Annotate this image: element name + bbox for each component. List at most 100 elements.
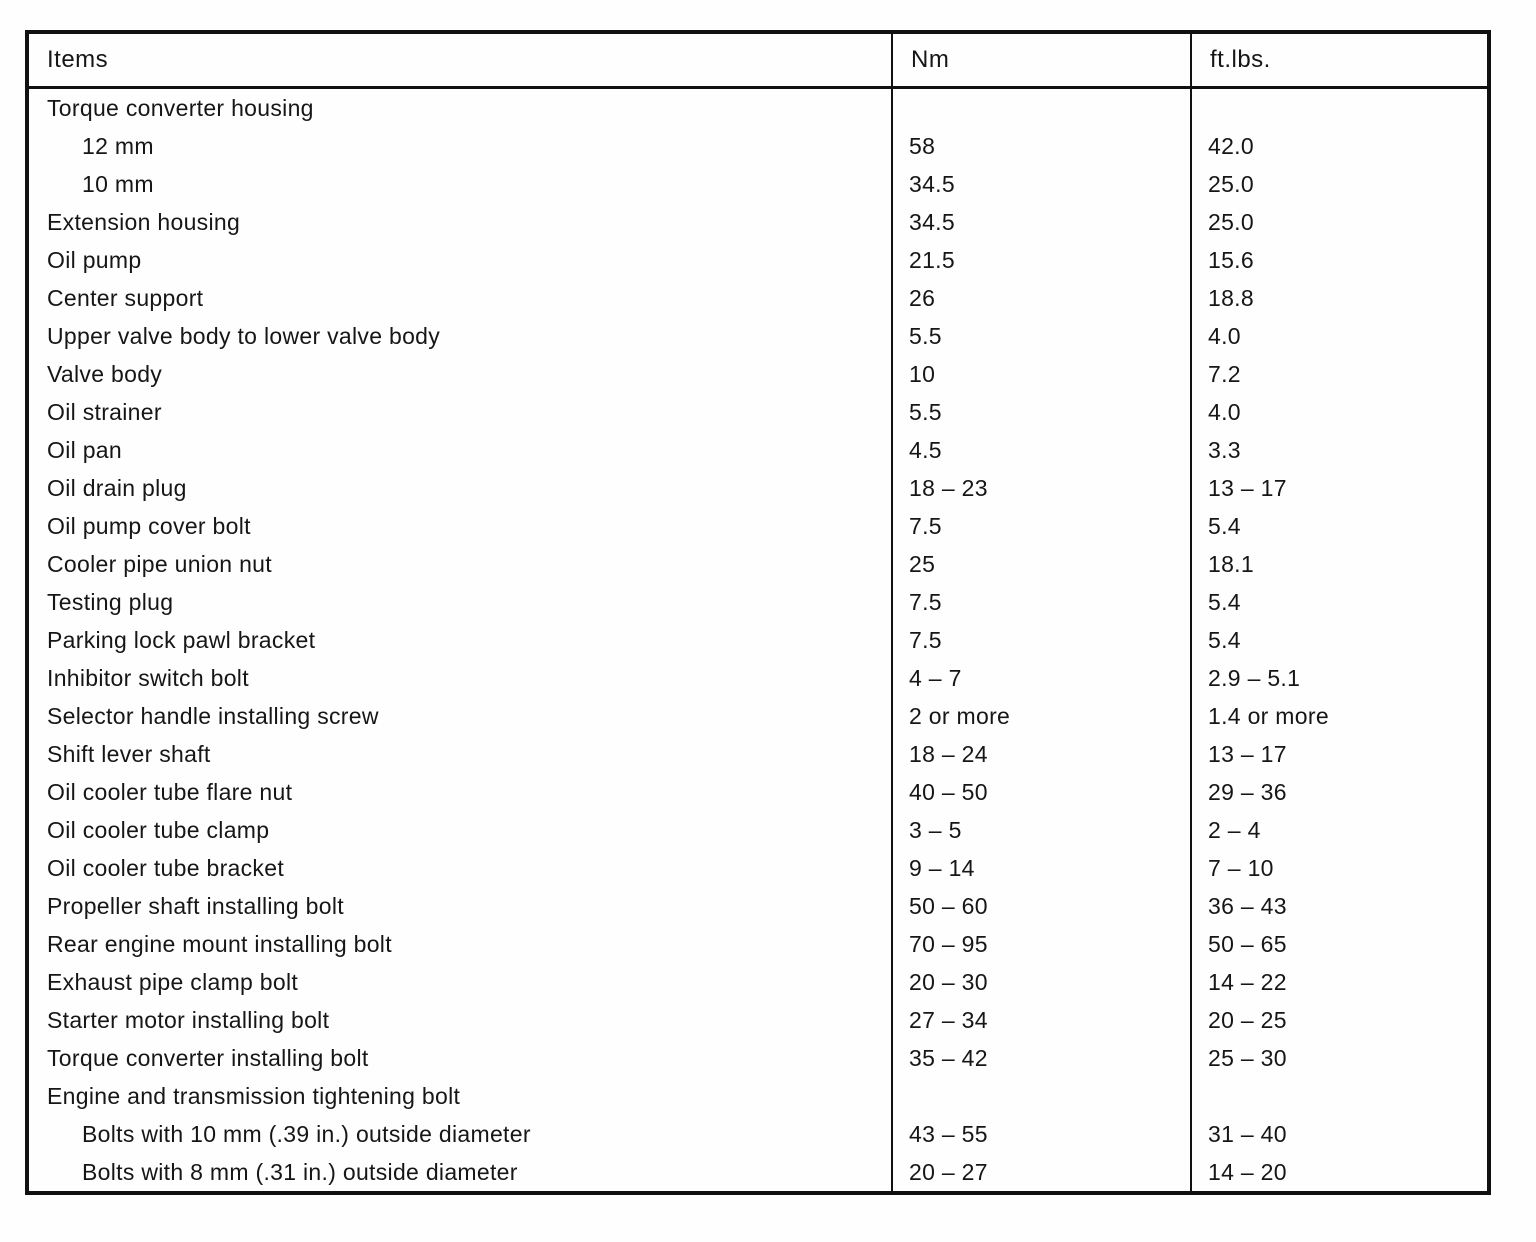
nm-cell: 26 [891, 279, 1191, 317]
item-cell: Oil pan [47, 436, 122, 463]
table-row: Parking lock pawl bracket 7.5 5.4 [27, 621, 1489, 659]
table-row: Inhibitor switch bolt 4 – 7 2.9 – 5.1 [27, 659, 1489, 697]
ftlbs-cell: 18.8 [1190, 279, 1489, 317]
ftlbs-cell: 18.1 [1190, 545, 1489, 583]
item-cell: Oil cooler tube clamp [47, 816, 270, 843]
nm-cell: 7.5 [891, 507, 1191, 545]
table-row: Oil pump 21.5 15.6 [27, 241, 1489, 279]
item-cell: Valve body [47, 360, 163, 387]
item-cell: Upper valve body to lower valve body [47, 322, 441, 349]
table-row: Exhaust pipe clamp bolt 20 – 30 14 – 22 [27, 963, 1489, 1001]
table-row: Oil drain plug 18 – 23 13 – 17 [27, 469, 1489, 507]
item-cell: Engine and transmission tightening bolt [47, 1082, 461, 1109]
ftlbs-cell: 4.0 [1190, 317, 1489, 355]
nm-cell: 7.5 [891, 583, 1191, 621]
nm-cell: 2 or more [891, 697, 1191, 735]
table-row: Center support 26 18.8 [27, 279, 1489, 317]
nm-cell [891, 87, 1191, 127]
nm-cell: 34.5 [891, 203, 1191, 241]
table-row: Torque converter installing bolt 35 – 42 2… [27, 1039, 1489, 1077]
nm-cell: 9 – 14 [891, 849, 1191, 887]
table-row: Oil cooler tube bracket 9 – 14 7 – 10 [27, 849, 1489, 887]
nm-cell: 7.5 [891, 621, 1191, 659]
torque-specifications-table: Items Nm ft.lbs. Torque converter housin… [25, 30, 1491, 1195]
ftlbs-cell: 4.0 [1190, 393, 1489, 431]
ftlbs-cell: 25.0 [1190, 165, 1489, 203]
nm-cell: 34.5 [891, 165, 1191, 203]
table-row: Shift lever shaft 18 – 24 13 – 17 [27, 735, 1489, 773]
ftlbs-cell: 29 – 36 [1190, 773, 1489, 811]
item-cell: Bolts with 10 mm (.39 in.) outside diame… [82, 1120, 531, 1147]
header-items: Items [27, 32, 892, 89]
ftlbs-cell: 50 – 65 [1190, 925, 1489, 963]
nm-cell: 4 – 7 [891, 659, 1191, 697]
item-cell: Exhaust pipe clamp bolt [47, 968, 299, 995]
ftlbs-cell: 20 – 25 [1190, 1001, 1489, 1039]
header-ftlbs: ft.lbs. [1190, 32, 1489, 89]
table-row: Valve body 10 7.2 [27, 355, 1489, 393]
nm-cell: 18 – 23 [891, 469, 1191, 507]
ftlbs-cell: 31 – 40 [1190, 1115, 1489, 1153]
nm-cell: 20 – 30 [891, 963, 1191, 1001]
table-row: Testing plug 7.5 5.4 [27, 583, 1489, 621]
item-cell: Testing plug [47, 588, 174, 615]
item-cell: 12 mm [82, 132, 154, 159]
table-header-row: Items Nm ft.lbs. [27, 32, 1489, 89]
table-body: Torque converter housing 12 mm 58 42.0 10 mm… [27, 87, 1489, 1193]
item-cell: Torque converter housing [47, 94, 314, 121]
table-row: Bolts with 8 mm (.31 in.) outside diamet… [27, 1153, 1489, 1193]
nm-cell: 70 – 95 [891, 925, 1191, 963]
item-cell: Starter motor installing bolt [47, 1006, 330, 1033]
item-cell: Shift lever shaft [47, 740, 211, 767]
nm-cell: 18 – 24 [891, 735, 1191, 773]
table-row: Engine and transmission tightening bolt [27, 1077, 1489, 1115]
nm-cell: 25 [891, 545, 1191, 583]
table-row: Oil pan 4.5 3.3 [27, 431, 1489, 469]
nm-cell: 10 [891, 355, 1191, 393]
ftlbs-cell [1190, 87, 1489, 127]
nm-cell: 50 – 60 [891, 887, 1191, 925]
item-cell: Rear engine mount installing bolt [47, 930, 392, 957]
nm-cell: 35 – 42 [891, 1039, 1191, 1077]
item-cell: Oil pump cover bolt [47, 512, 251, 539]
item-cell: Extension housing [47, 208, 241, 235]
table-row: Bolts with 10 mm (.39 in.) outside diame… [27, 1115, 1489, 1153]
item-cell: 10 mm [82, 170, 154, 197]
ftlbs-cell: 5.4 [1190, 583, 1489, 621]
table-row: Cooler pipe union nut 25 18.1 [27, 545, 1489, 583]
table-row: Oil strainer 5.5 4.0 [27, 393, 1489, 431]
table-row: Starter motor installing bolt 27 – 34 20 –… [27, 1001, 1489, 1039]
ftlbs-cell: 25 – 30 [1190, 1039, 1489, 1077]
item-cell: Oil strainer [47, 398, 162, 425]
table-row: Selector handle installing screw 2 or mor… [27, 697, 1489, 735]
item-cell: Center support [47, 284, 204, 311]
ftlbs-cell: 5.4 [1190, 507, 1489, 545]
nm-cell: 21.5 [891, 241, 1191, 279]
ftlbs-cell: 36 – 43 [1190, 887, 1489, 925]
item-cell: Inhibitor switch bolt [47, 664, 249, 691]
ftlbs-cell: 7 – 10 [1190, 849, 1489, 887]
ftlbs-cell: 14 – 20 [1190, 1153, 1489, 1193]
item-cell: Torque converter installing bolt [47, 1044, 369, 1071]
nm-cell: 3 – 5 [891, 811, 1191, 849]
nm-cell: 5.5 [891, 317, 1191, 355]
ftlbs-cell: 5.4 [1190, 621, 1489, 659]
nm-cell: 40 – 50 [891, 773, 1191, 811]
item-cell: Oil cooler tube flare nut [47, 778, 293, 805]
table-row: Oil pump cover bolt 7.5 5.4 [27, 507, 1489, 545]
nm-cell: 5.5 [891, 393, 1191, 431]
table-row: Torque converter housing [27, 87, 1489, 127]
ftlbs-cell: 3.3 [1190, 431, 1489, 469]
ftlbs-cell: 13 – 17 [1190, 735, 1489, 773]
table-row: Oil cooler tube flare nut 40 – 50 29 – 36 [27, 773, 1489, 811]
nm-cell: 43 – 55 [891, 1115, 1191, 1153]
table-row: Extension housing 34.5 25.0 [27, 203, 1489, 241]
ftlbs-cell [1190, 1077, 1489, 1115]
item-cell: Selector handle installing screw [47, 702, 379, 729]
table-row: Rear engine mount installing bolt 70 – 95… [27, 925, 1489, 963]
nm-cell: 20 – 27 [891, 1153, 1191, 1193]
item-cell: Oil drain plug [47, 474, 187, 501]
nm-cell: 4.5 [891, 431, 1191, 469]
